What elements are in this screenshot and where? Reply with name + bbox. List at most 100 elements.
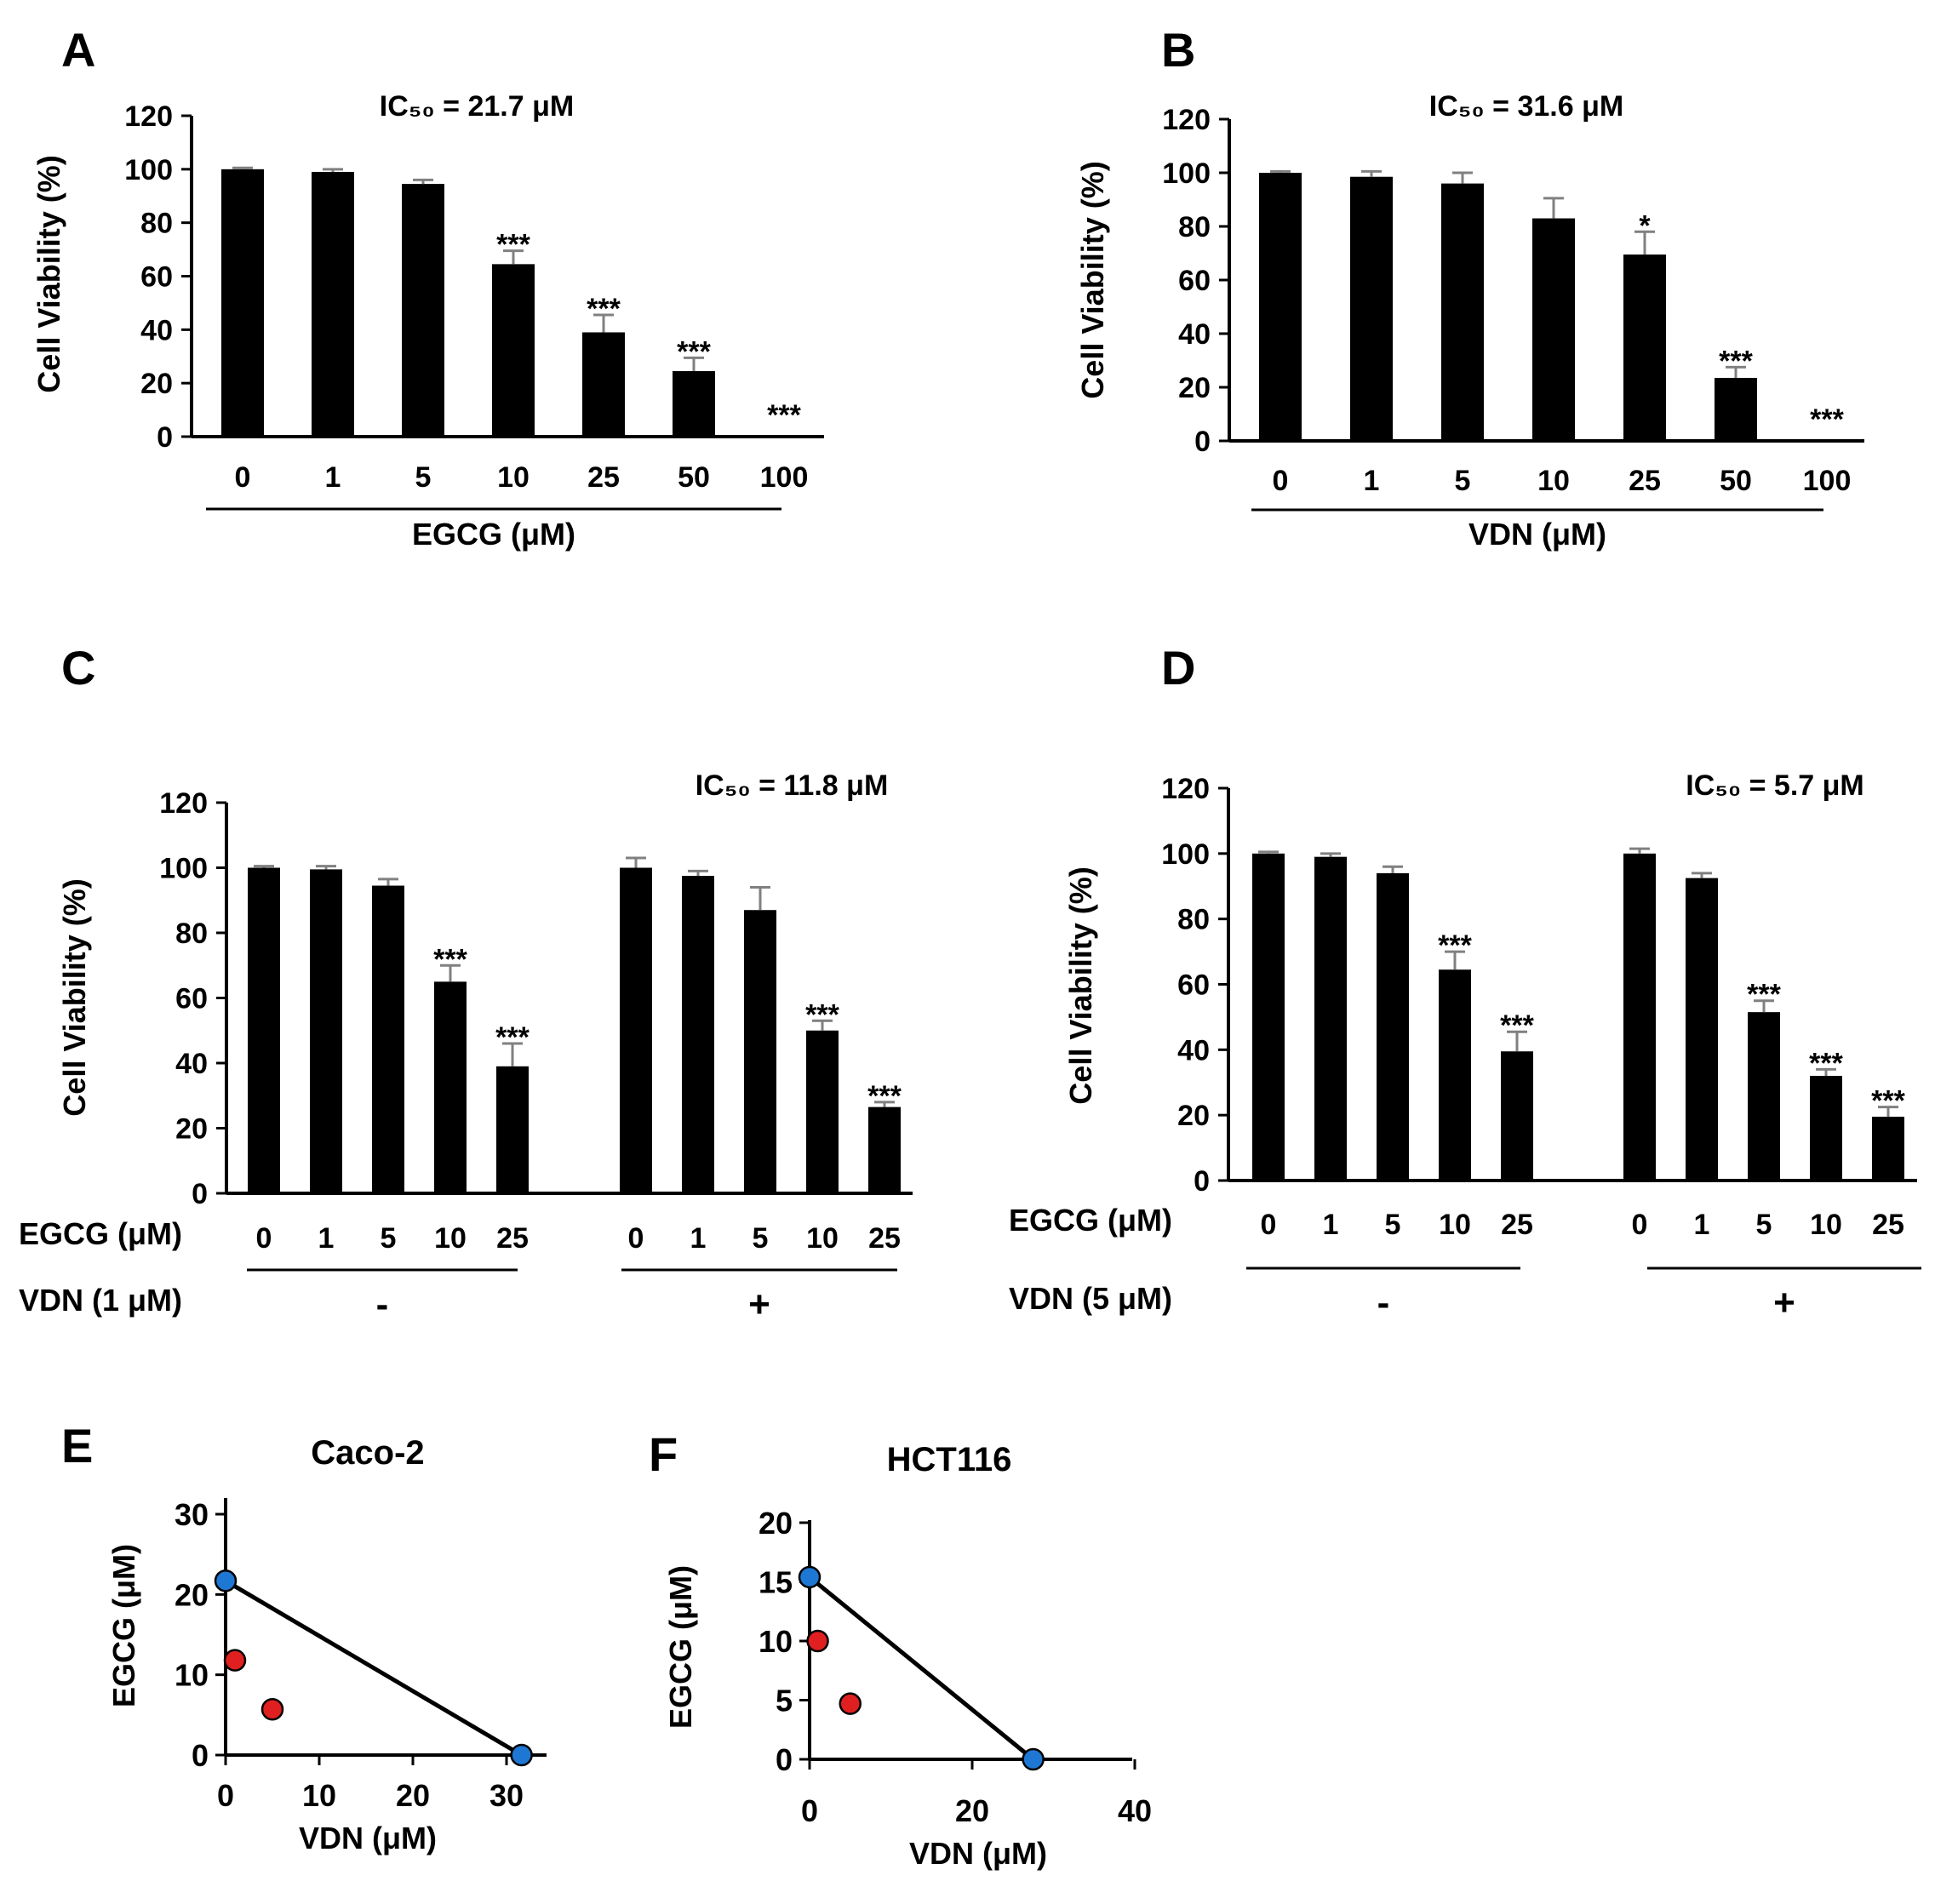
- y-tick-label: 40: [175, 1048, 208, 1080]
- bar: [1314, 856, 1347, 1181]
- x-tick-label: 20: [955, 1793, 989, 1828]
- x-tick-label: 10: [1537, 465, 1570, 497]
- x-tick-label: 0: [1273, 465, 1289, 497]
- y-tick-label: 20: [175, 1113, 208, 1146]
- panel-letter-a: A: [61, 23, 95, 77]
- x-tick-label: 20: [396, 1778, 430, 1813]
- ic50-label: IC₅₀ = 5.7 μM: [1686, 769, 1864, 802]
- x-axis-title: EGCG (μM): [412, 517, 575, 552]
- x-tick-label: 10: [1439, 1209, 1471, 1241]
- panel-letter-e: E: [61, 1419, 93, 1472]
- y-tick-label: 120: [1162, 104, 1211, 136]
- x-tick-label: 100: [760, 461, 809, 494]
- y-tick-label: 60: [1178, 265, 1211, 297]
- bar: [1252, 853, 1285, 1181]
- x-tick-label: 5: [1756, 1209, 1772, 1241]
- y-tick-label: 0: [192, 1178, 208, 1210]
- isobologram-f: 0 5 10 15 20 0 20 40 HCT116 VDN (μM) EGCG (μM): [663, 1441, 1152, 1871]
- panel-letter-b: B: [1161, 23, 1195, 77]
- bar: [248, 867, 280, 1193]
- x-axis-title: VDN (μM): [1468, 517, 1606, 552]
- y-tick-label: 100: [159, 853, 208, 885]
- x-tick-label: 0: [1261, 1209, 1277, 1241]
- y-tick-label: 120: [124, 100, 173, 133]
- ic50-label: IC₅₀ = 11.8 μM: [696, 769, 889, 802]
- x-tick-label: 1: [690, 1222, 707, 1255]
- bar: [434, 981, 467, 1193]
- vdn-marker: +: [748, 1284, 770, 1325]
- y-tick-label: 20: [759, 1506, 793, 1541]
- x-axis-title: VDN (μM): [299, 1821, 437, 1855]
- bar: [1441, 183, 1484, 441]
- egcg-row-label: EGCG (μM): [19, 1216, 182, 1251]
- isobologram-e: 0 10 20 30 0 10 20 30 Caco-2 VDN (μM) EGCG (μM): [106, 1434, 547, 1855]
- bar: [673, 371, 715, 437]
- x-tick-label: 40: [1118, 1793, 1152, 1828]
- vdn-marker: -: [376, 1284, 389, 1325]
- vdn-row-label: VDN (1 μM): [19, 1283, 182, 1318]
- combination-point: [223, 1649, 247, 1672]
- combination-point: [806, 1629, 829, 1653]
- y-tick-label: 80: [140, 208, 173, 240]
- y-tick-label: 10: [175, 1658, 209, 1693]
- y-axis-title: Cell Viability (%): [31, 155, 66, 392]
- y-tick-label: 80: [175, 918, 208, 950]
- y-tick-label: 40: [1177, 1034, 1210, 1066]
- y-tick-label: 0: [157, 421, 173, 454]
- y-tick-label: 20: [175, 1577, 209, 1612]
- x-tick-label: 25: [1501, 1209, 1533, 1241]
- bar: [620, 867, 652, 1193]
- bar: [402, 184, 444, 437]
- bar-chart-b: 0 20 40 60 80 100 120 Cell Viability (%) 0 1 5 10 * 2…: [1075, 90, 1864, 552]
- bar: [1259, 173, 1302, 441]
- x-tick-label: 0: [1632, 1209, 1648, 1241]
- ic50-point: [1022, 1747, 1045, 1771]
- y-tick-label: 60: [140, 261, 173, 294]
- y-tick-label: 120: [159, 787, 208, 820]
- x-tick-label: 10: [1810, 1209, 1842, 1241]
- significance-marker: ***: [433, 943, 467, 975]
- y-tick-label: 20: [1178, 372, 1211, 404]
- bar: [496, 1066, 529, 1193]
- x-tick-label: 5: [415, 461, 432, 494]
- y-axis-title: EGCG (μM): [106, 1544, 141, 1707]
- bar: [312, 171, 354, 437]
- significance-marker: ***: [1438, 929, 1472, 962]
- bar: [1501, 1051, 1533, 1181]
- ic50-point: [510, 1743, 533, 1767]
- significance-marker: ***: [1500, 1009, 1534, 1042]
- significance-marker: *: [1639, 209, 1651, 242]
- significance-marker: ***: [1810, 403, 1844, 436]
- x-tick-label: 0: [217, 1778, 234, 1813]
- bar: [1623, 254, 1666, 441]
- x-tick-label: 25: [1629, 465, 1661, 497]
- chart-title: HCT116: [887, 1441, 1012, 1478]
- vdn-marker: -: [1377, 1282, 1390, 1324]
- significance-marker: ***: [1871, 1085, 1905, 1118]
- y-axis-title: EGCG (μM): [663, 1565, 698, 1729]
- y-tick-label: 60: [1177, 969, 1210, 1002]
- x-tick-label: 100: [1803, 465, 1852, 497]
- bar-chart-a: 0 20 40 60 80 100 120 Cell Viability (%) 0 1 5 *** 1…: [31, 90, 824, 552]
- x-tick-label: 0: [801, 1793, 818, 1828]
- x-tick-label: 10: [434, 1222, 467, 1255]
- y-tick-label: 0: [192, 1738, 209, 1773]
- bar: [492, 264, 535, 437]
- y-tick-label: 20: [1177, 1100, 1210, 1132]
- y-tick-label: 15: [759, 1565, 793, 1600]
- significance-marker: ***: [1809, 1047, 1843, 1079]
- y-tick-label: 5: [776, 1684, 793, 1718]
- bar: [682, 876, 714, 1193]
- x-tick-label: 10: [497, 461, 530, 494]
- x-tick-label: 5: [1455, 465, 1471, 497]
- bar: [310, 869, 342, 1193]
- bar: [1532, 218, 1575, 441]
- bar: [1810, 1076, 1842, 1181]
- y-tick-label: 0: [1194, 426, 1211, 458]
- x-tick-label: 30: [489, 1778, 524, 1813]
- y-tick-label: 100: [1162, 157, 1211, 190]
- x-tick-label: 1: [325, 461, 341, 494]
- x-tick-label: 5: [753, 1222, 769, 1255]
